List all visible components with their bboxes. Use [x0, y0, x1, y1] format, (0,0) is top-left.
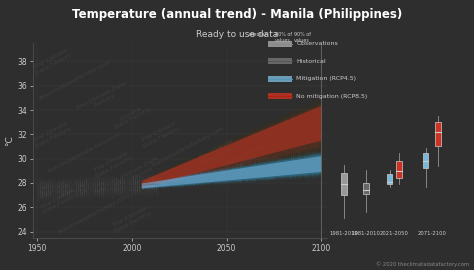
Text: Ready to use data: Ready to use data — [196, 30, 278, 39]
Text: 90% of
values: 90% of values — [294, 32, 311, 43]
Text: The Climate
Data Factory: The Climate Data Factory — [32, 120, 73, 149]
Text: median: median — [249, 32, 269, 38]
Text: Climate
Data Factory: Climate Data Factory — [111, 102, 152, 130]
Text: The Climate
Data Factory: The Climate Data Factory — [92, 150, 133, 179]
Text: Climate Data
Factory: Climate Data Factory — [120, 156, 162, 185]
Text: © 2020 theclimatadatafactory.com: © 2020 theclimatadatafactory.com — [376, 262, 469, 267]
Text: Temperature (annual trend) - Manila (Philippines): Temperature (annual trend) - Manila (Phi… — [72, 8, 402, 21]
Bar — [435, 122, 441, 146]
Text: Historical: Historical — [296, 59, 326, 64]
Y-axis label: °C: °C — [5, 135, 14, 146]
Bar — [387, 174, 392, 184]
Bar — [396, 161, 402, 178]
Text: theclimatdatafactory.com: theclimatdatafactory.com — [57, 192, 131, 235]
Text: 2071-2100: 2071-2100 — [417, 231, 446, 236]
Text: The Climate
Data Factory: The Climate Data Factory — [111, 205, 152, 234]
Text: 2021-2050: 2021-2050 — [380, 231, 409, 236]
Text: 1981-2010: 1981-2010 — [352, 231, 381, 236]
Text: The Climate
Data Factory: The Climate Data Factory — [32, 47, 73, 76]
Bar — [341, 173, 347, 195]
Text: The Climate Data
Factory: The Climate Data Factory — [76, 80, 130, 116]
Text: Observations: Observations — [296, 41, 338, 46]
Text: 80% of
values: 80% of values — [275, 32, 292, 43]
Text: The Climate
Data Factory: The Climate Data Factory — [197, 138, 237, 167]
Text: Mitigation (RCP4.5): Mitigation (RCP4.5) — [296, 76, 356, 81]
Text: The Climate
Data Factory: The Climate Data Factory — [140, 120, 181, 149]
Text: theclimatdatafactory.com: theclimatdatafactory.com — [38, 58, 112, 101]
Bar — [364, 183, 369, 194]
Text: The Climate
Data Factory: The Climate Data Factory — [39, 187, 80, 215]
Bar — [423, 153, 428, 168]
Text: theclimatdatafactory.com: theclimatdatafactory.com — [47, 131, 121, 174]
Text: theclimatdatafactory.com: theclimatdatafactory.com — [152, 125, 226, 168]
Text: No mitigation (RCP8.5): No mitigation (RCP8.5) — [296, 94, 367, 99]
Text: Climate Data
Factory: Climate Data Factory — [225, 144, 266, 173]
Text: 1981-2010: 1981-2010 — [330, 231, 359, 236]
